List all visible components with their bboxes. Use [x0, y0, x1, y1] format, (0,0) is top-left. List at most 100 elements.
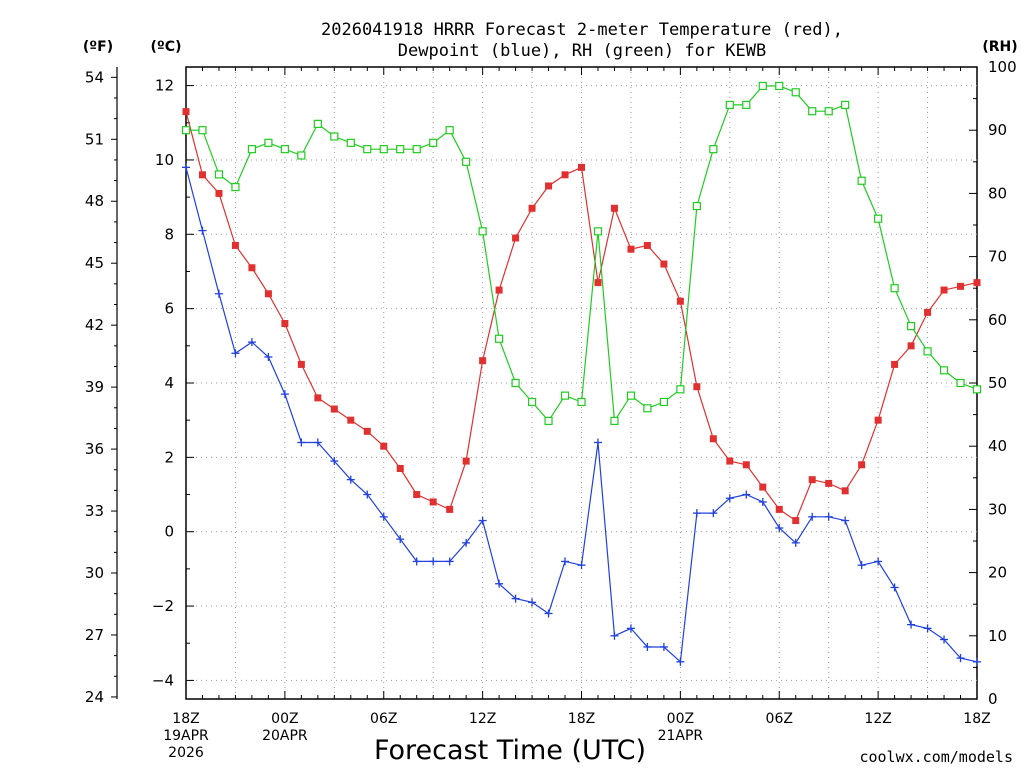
temperature-point: [264, 290, 272, 298]
dewpoint-point: [214, 289, 223, 298]
temperature-point: [347, 416, 355, 424]
temperature-point: [940, 286, 948, 294]
x-tick-label: 19APR: [163, 728, 209, 744]
x-tick-label: 20APR: [262, 728, 308, 744]
dewpoint-point: [874, 557, 883, 566]
temperature-point: [462, 457, 470, 465]
grid-layer: [186, 67, 977, 699]
temperature-point: [297, 360, 305, 368]
dewpoint-point: [841, 516, 850, 525]
temperature-point: [594, 279, 602, 287]
rh-point: [890, 284, 899, 293]
rh-point: [643, 404, 652, 413]
fahrenheit-tick-label: 39: [85, 378, 104, 396]
chart-title-line1: 2026041918 HRRR Forecast 2-meter Tempera…: [321, 20, 843, 40]
temperature-point: [973, 279, 981, 287]
rh-point: [791, 88, 800, 97]
x-tick-label: 00Z: [667, 711, 694, 727]
dewpoint-point: [692, 509, 701, 518]
credit-text[interactable]: coolwx.com/models: [859, 748, 1013, 766]
x-tick-label: 2026: [168, 745, 204, 761]
x-tick-label: 21APR: [658, 728, 704, 744]
rh-tick-label: 0: [988, 690, 998, 708]
rh-point: [297, 151, 306, 160]
rh-point: [626, 391, 636, 400]
fahrenheit-tick-label: 24: [85, 688, 104, 706]
temperature-point: [874, 416, 882, 424]
rh-point: [495, 334, 504, 343]
dewpoint-point: [808, 512, 817, 521]
temperature-point: [429, 498, 437, 506]
dewpoint-point: [857, 561, 866, 570]
dewpoint-point: [511, 594, 520, 603]
temperature-point: [841, 487, 849, 495]
temperature-point: [742, 461, 750, 469]
celsius-tick-label: 8: [164, 225, 174, 243]
temperature-point: [479, 357, 487, 365]
dewpoint-point: [247, 338, 256, 347]
fahrenheit-unit-label: (ºF): [83, 39, 113, 55]
dewpoint-point: [561, 557, 570, 566]
rh-point: [808, 107, 817, 116]
rh-point: [676, 385, 685, 394]
rh-tick-label: 50: [988, 374, 1007, 392]
dewpoint-point: [824, 512, 833, 521]
celsius-tick-label: 12: [155, 77, 174, 95]
rh-tick-label: 20: [988, 564, 1007, 582]
temperature-point: [380, 442, 388, 450]
dewpoint-point: [363, 490, 372, 499]
rh-point: [544, 416, 553, 426]
dewpoint-point: [956, 654, 965, 663]
temperature-point: [363, 427, 371, 435]
rh-point: [972, 385, 982, 394]
dewpoint-point: [297, 438, 306, 447]
dewpoint-point: [758, 497, 767, 506]
temperature-point: [528, 204, 536, 212]
rh-point: [462, 157, 471, 166]
rh-point: [923, 347, 932, 356]
rh-tick-label: 90: [988, 121, 1007, 139]
dewpoint-point: [659, 642, 668, 651]
celsius-tick-label: −4: [152, 671, 174, 689]
dewpoint-point: [577, 561, 586, 570]
dewpoint-point: [495, 579, 504, 588]
dewpoint-point: [626, 624, 635, 633]
rh-point: [939, 366, 949, 375]
dewpoint-point: [445, 557, 454, 566]
rh-point: [709, 145, 718, 154]
rh-point: [841, 100, 850, 110]
temperature-point: [561, 171, 569, 179]
temperature-point: [182, 108, 190, 116]
dewpoint-point: [264, 352, 273, 361]
temperature-point: [808, 476, 816, 484]
temperature-point: [495, 286, 503, 294]
celsius-tick-label: −2: [152, 597, 174, 615]
temperature-point: [660, 260, 668, 268]
rh-point: [214, 170, 224, 179]
temperature-point: [907, 342, 915, 350]
dewpoint-point: [643, 642, 652, 651]
dewpoint-point: [775, 523, 784, 532]
rh-tick-label: 80: [988, 184, 1007, 202]
temperature-point: [330, 405, 338, 413]
dewpoint-point: [973, 657, 981, 666]
fahrenheit-tick-label: 54: [85, 68, 104, 86]
rh-point: [412, 145, 421, 154]
rh-point: [824, 107, 833, 116]
rh-tick-label: 40: [988, 437, 1007, 455]
rh-point: [247, 145, 257, 154]
temperature-point: [775, 505, 783, 513]
dewpoint-point: [791, 538, 800, 547]
rh-point: [659, 397, 668, 407]
dewpoint-point: [544, 609, 553, 618]
celsius-tick-label: 10: [155, 151, 174, 169]
rh-point: [692, 201, 701, 211]
dewpoint-point: [313, 438, 322, 447]
x-tick-label: 00Z: [271, 711, 298, 727]
celsius-tick-label: 6: [164, 300, 174, 318]
rh-point: [181, 126, 191, 135]
rh-point: [956, 378, 965, 388]
rh-point: [330, 132, 339, 141]
x-tick-label: 06Z: [766, 711, 793, 727]
